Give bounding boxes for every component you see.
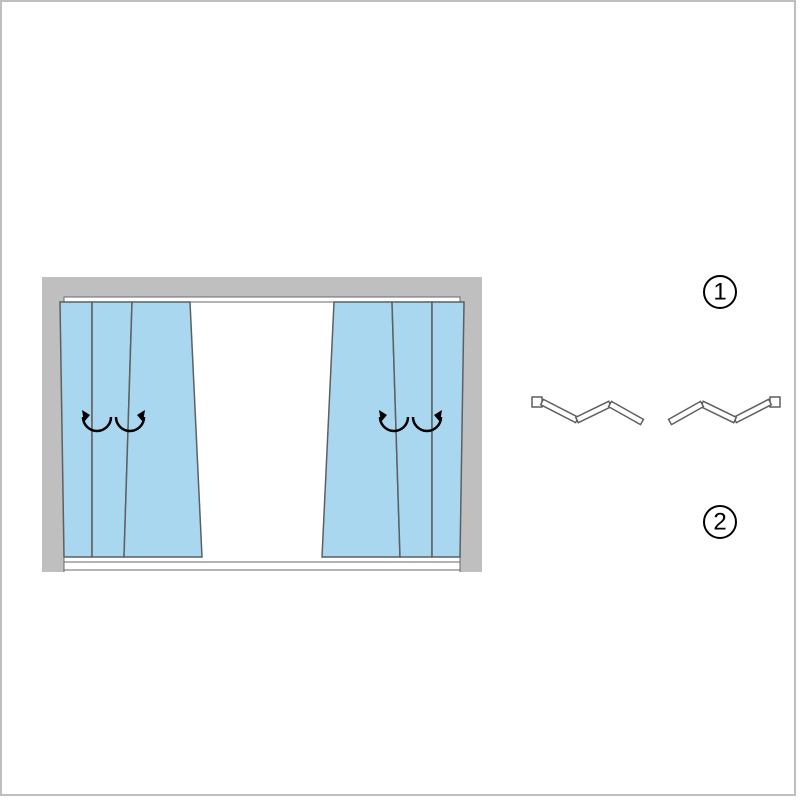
plan-view: [532, 397, 780, 425]
diagram-canvas: 12: [0, 0, 796, 796]
label-text: 2: [713, 509, 726, 536]
circled-label: 1: [704, 276, 736, 308]
diagram-svg: 12: [2, 2, 798, 798]
circled-label: 2: [704, 506, 736, 538]
plan-panel: [609, 401, 644, 424]
plan-panel: [541, 399, 579, 422]
front-view: [42, 277, 482, 572]
plan-jamb: [532, 397, 542, 407]
plan-panel: [701, 401, 737, 422]
plan-jamb: [770, 397, 780, 407]
plan-panel: [669, 401, 704, 424]
plan-panel: [734, 399, 772, 422]
label-text: 1: [713, 279, 726, 306]
door-panel: [60, 302, 92, 557]
plan-panel: [576, 401, 612, 422]
door-panel: [432, 302, 464, 557]
